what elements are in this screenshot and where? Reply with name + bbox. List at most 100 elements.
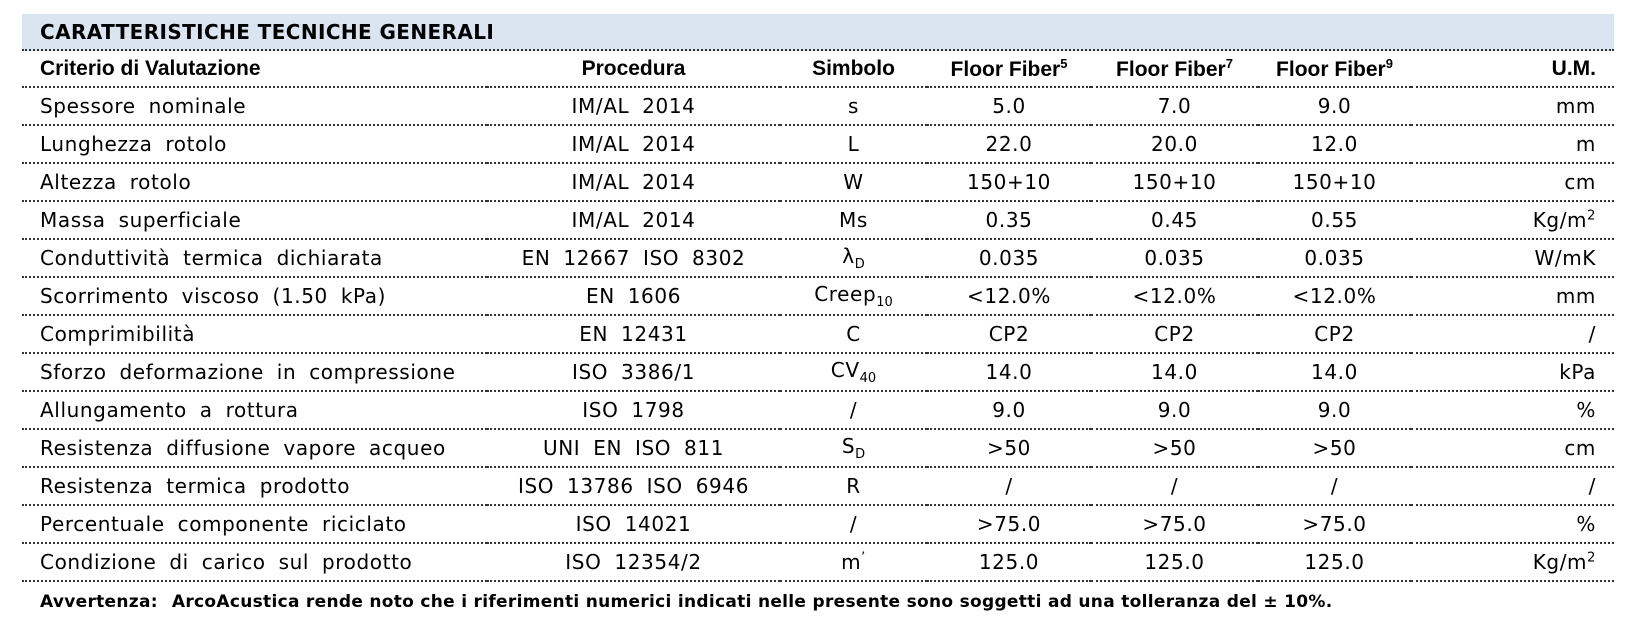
symbol-main: W bbox=[843, 170, 864, 194]
cell-criterio: Massa superficiale bbox=[22, 201, 487, 240]
symbol-superscript: ’ bbox=[861, 550, 866, 566]
symbol-main: R bbox=[846, 474, 861, 498]
cell-simbolo: / bbox=[780, 505, 927, 544]
cell-simbolo: λD bbox=[780, 239, 927, 278]
cell-procedura: IM/AL 2014 bbox=[487, 163, 780, 202]
symbol-main: Ms bbox=[839, 208, 868, 232]
cell-procedura: IM/AL 2014 bbox=[487, 201, 780, 240]
cell-simbolo: L bbox=[780, 125, 927, 164]
cell-procedura: IM/AL 2014 bbox=[487, 87, 780, 126]
cell-criterio: Resistenza diffusione vapore acqueo bbox=[22, 429, 487, 468]
cell-floor-fiber-5: / bbox=[927, 467, 1091, 506]
table-row: Comprimibilità EN 12431 C CP2 CP2 CP2/ bbox=[22, 315, 1614, 354]
cell-floor-fiber-5: 5.0 bbox=[927, 87, 1091, 126]
cell-floor-fiber-9: 9.0 bbox=[1258, 87, 1411, 126]
cell-simbolo: W bbox=[780, 163, 927, 202]
cell-floor-fiber-9: 12.0 bbox=[1258, 125, 1411, 164]
cell-floor-fiber-9: >50 bbox=[1258, 429, 1411, 468]
table-row: Scorrimento viscoso (1.50 kPa) EN 1606 Cre… bbox=[22, 277, 1614, 316]
unit-superscript: 2 bbox=[1587, 208, 1596, 224]
table-row: Allungamento a rottura ISO 1798/9.0 9.0 9.0… bbox=[22, 391, 1614, 430]
cell-floor-fiber-9: 125.0 bbox=[1258, 543, 1411, 582]
unit-main: m bbox=[1575, 132, 1596, 156]
cell-floor-fiber-5: CP2 bbox=[927, 315, 1091, 354]
cell-um: cm bbox=[1411, 429, 1614, 468]
specs-table: Criterio di Valutazione Procedura Simbol… bbox=[22, 51, 1614, 582]
cell-um: / bbox=[1411, 467, 1614, 506]
symbol-main: S bbox=[841, 434, 856, 458]
cell-criterio: Lunghezza rotolo bbox=[22, 125, 487, 164]
cell-criterio: Sforzo deformazione in compressione bbox=[22, 353, 487, 392]
table-row: Conduttività termica dichiarata EN 12667 … bbox=[22, 239, 1614, 278]
table-row: Resistenza diffusione vapore acqueo UNI E… bbox=[22, 429, 1614, 468]
cell-floor-fiber-7: 20.0 bbox=[1091, 125, 1258, 164]
cell-um: kPa bbox=[1411, 353, 1614, 392]
header-f7-label: Floor Fiber bbox=[1116, 57, 1226, 81]
cell-procedura: ISO 1798 bbox=[487, 391, 780, 430]
symbol-main: CV bbox=[830, 358, 860, 382]
header-f9-label: Floor Fiber bbox=[1276, 57, 1386, 81]
cell-floor-fiber-5: 125.0 bbox=[927, 543, 1091, 582]
cell-floor-fiber-5: <12.0% bbox=[927, 277, 1091, 316]
cell-simbolo: / bbox=[780, 391, 927, 430]
header-floor-fiber-7: Floor Fiber7 bbox=[1091, 51, 1258, 88]
unit-main: cm bbox=[1564, 170, 1596, 194]
cell-simbolo: CV40 bbox=[780, 353, 927, 392]
cell-um: cm bbox=[1411, 163, 1614, 202]
symbol-main: / bbox=[849, 398, 858, 422]
symbol-main: / bbox=[849, 512, 858, 536]
note-label: Avvertenza: bbox=[40, 592, 158, 612]
cell-criterio: Conduttività termica dichiarata bbox=[22, 239, 487, 278]
symbol-main: m bbox=[841, 550, 862, 574]
cell-procedura: ISO 12354/2 bbox=[487, 543, 780, 582]
unit-main: % bbox=[1576, 398, 1596, 422]
table-title: CARATTERISTICHE TECNICHE GENERALI bbox=[22, 14, 1614, 51]
cell-criterio: Comprimibilità bbox=[22, 315, 487, 354]
cell-um: / bbox=[1411, 315, 1614, 354]
cell-procedura: ISO 13786 ISO 6946 bbox=[487, 467, 780, 506]
cell-floor-fiber-5: >50 bbox=[927, 429, 1091, 468]
symbol-subscript: D bbox=[854, 257, 865, 272]
cell-criterio: Spessore nominale bbox=[22, 87, 487, 126]
unit-main: Kg/m bbox=[1532, 208, 1588, 232]
cell-floor-fiber-5: >75.0 bbox=[927, 505, 1091, 544]
cell-floor-fiber-9: / bbox=[1258, 467, 1411, 506]
header-criterio: Criterio di Valutazione bbox=[22, 51, 487, 88]
cell-criterio: Resistenza termica prodotto bbox=[22, 467, 487, 506]
cell-criterio: Allungamento a rottura bbox=[22, 391, 487, 430]
unit-main: % bbox=[1576, 512, 1596, 536]
cell-floor-fiber-5: 14.0 bbox=[927, 353, 1091, 392]
cell-procedura: EN 12431 bbox=[487, 315, 780, 354]
cell-um: Kg/m2 bbox=[1411, 543, 1614, 582]
header-floor-fiber-9: Floor Fiber9 bbox=[1258, 51, 1411, 88]
disclaimer-note: Avvertenza: ArcoAcustica rende noto che i… bbox=[22, 582, 1614, 612]
cell-simbolo: Ms bbox=[780, 201, 927, 240]
unit-superscript: 2 bbox=[1587, 550, 1596, 566]
table-row: Condizione di carico sul prodotto ISO 123… bbox=[22, 543, 1614, 582]
cell-floor-fiber-9: >75.0 bbox=[1258, 505, 1411, 544]
cell-um: m bbox=[1411, 125, 1614, 164]
unit-main: mm bbox=[1555, 94, 1596, 118]
cell-simbolo: Creep10 bbox=[780, 277, 927, 316]
symbol-main: λ bbox=[842, 244, 855, 268]
symbol-subscript: 10 bbox=[876, 295, 893, 310]
unit-main: W/mK bbox=[1534, 246, 1596, 270]
symbol-main: s bbox=[847, 94, 860, 118]
unit-main: / bbox=[1588, 322, 1596, 346]
header-um: U.M. bbox=[1411, 51, 1614, 88]
cell-procedura: IM/AL 2014 bbox=[487, 125, 780, 164]
table-row: Resistenza termica prodotto ISO 13786 ISO… bbox=[22, 467, 1614, 506]
cell-floor-fiber-9: 14.0 bbox=[1258, 353, 1411, 392]
cell-simbolo: C bbox=[780, 315, 927, 354]
cell-floor-fiber-9: 0.55 bbox=[1258, 201, 1411, 240]
cell-procedura: UNI EN ISO 811 bbox=[487, 429, 780, 468]
symbol-main: L bbox=[847, 132, 860, 156]
symbol-subscript: D bbox=[855, 447, 866, 462]
cell-floor-fiber-7: >75.0 bbox=[1091, 505, 1258, 544]
symbol-main: C bbox=[846, 322, 861, 346]
unit-main: cm bbox=[1564, 436, 1596, 460]
unit-main: kPa bbox=[1559, 360, 1596, 384]
cell-floor-fiber-7: <12.0% bbox=[1091, 277, 1258, 316]
cell-floor-fiber-7: 150+10 bbox=[1091, 163, 1258, 202]
cell-floor-fiber-9: 150+10 bbox=[1258, 163, 1411, 202]
